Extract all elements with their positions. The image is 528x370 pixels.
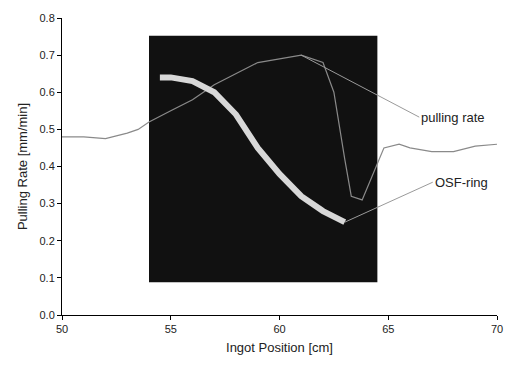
svg-text:OSF-ring: OSF-ring: [435, 175, 488, 190]
svg-text:0.3: 0.3: [40, 197, 55, 209]
svg-text:70: 70: [491, 323, 503, 335]
svg-text:65: 65: [382, 323, 394, 335]
svg-text:pulling rate: pulling rate: [421, 110, 485, 125]
svg-text:Ingot Position [cm]: Ingot Position [cm]: [226, 340, 333, 355]
svg-text:0.7: 0.7: [40, 49, 55, 61]
svg-text:55: 55: [165, 323, 177, 335]
svg-text:0.8: 0.8: [40, 12, 55, 24]
svg-text:0.2: 0.2: [40, 235, 55, 247]
svg-text:50: 50: [56, 323, 68, 335]
svg-text:0.6: 0.6: [40, 86, 55, 98]
svg-text:60: 60: [273, 323, 285, 335]
svg-text:0.0: 0.0: [40, 309, 55, 321]
svg-text:Pulling Rate [mm/min]: Pulling Rate [mm/min]: [15, 103, 30, 230]
svg-text:0.5: 0.5: [40, 123, 55, 135]
svg-text:0.4: 0.4: [40, 160, 55, 172]
svg-text:0.1: 0.1: [40, 272, 55, 284]
